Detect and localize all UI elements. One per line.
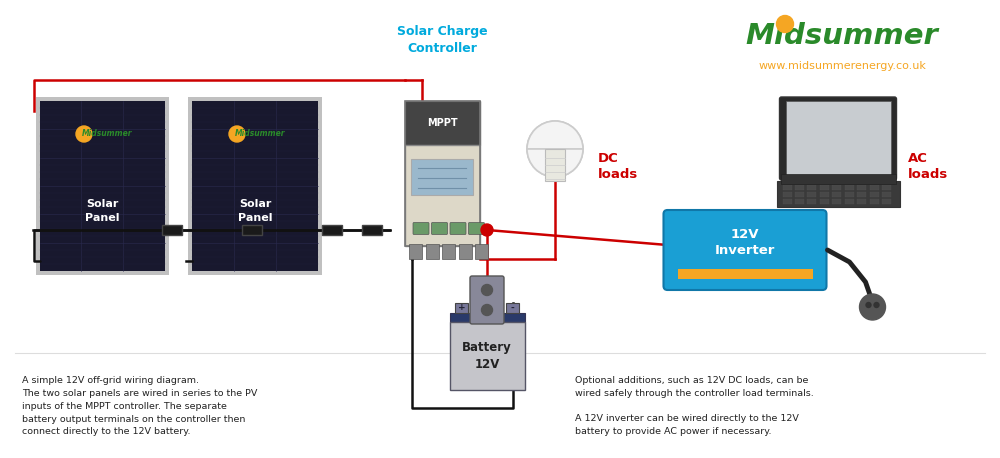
FancyBboxPatch shape — [820, 199, 829, 204]
FancyBboxPatch shape — [458, 245, 472, 258]
FancyBboxPatch shape — [781, 174, 896, 184]
FancyBboxPatch shape — [832, 199, 841, 204]
Text: DC
loads: DC loads — [598, 152, 638, 180]
Text: Optional additions, such as 12V DC loads, can be
wired safely through the contro: Optional additions, such as 12V DC loads… — [575, 376, 814, 398]
FancyBboxPatch shape — [870, 192, 879, 197]
FancyBboxPatch shape — [450, 313, 524, 322]
FancyBboxPatch shape — [506, 303, 519, 313]
FancyBboxPatch shape — [468, 223, 484, 234]
Text: Midsummer: Midsummer — [235, 130, 285, 138]
FancyBboxPatch shape — [845, 192, 854, 197]
FancyBboxPatch shape — [475, 245, 488, 258]
Text: +: + — [458, 304, 465, 312]
FancyBboxPatch shape — [882, 192, 892, 197]
FancyBboxPatch shape — [404, 100, 480, 145]
FancyBboxPatch shape — [795, 199, 804, 204]
FancyBboxPatch shape — [857, 199, 866, 204]
FancyBboxPatch shape — [431, 223, 447, 234]
Circle shape — [874, 302, 879, 307]
FancyBboxPatch shape — [857, 192, 866, 197]
FancyBboxPatch shape — [162, 225, 182, 235]
FancyBboxPatch shape — [404, 145, 480, 245]
FancyBboxPatch shape — [832, 185, 841, 190]
FancyBboxPatch shape — [795, 192, 804, 197]
FancyBboxPatch shape — [845, 185, 854, 190]
Text: Battery
12V: Battery 12V — [462, 341, 512, 371]
FancyBboxPatch shape — [411, 159, 473, 195]
FancyBboxPatch shape — [450, 322, 524, 390]
Text: 12V
Inverter: 12V Inverter — [715, 228, 775, 256]
Circle shape — [482, 284, 492, 295]
Text: Midsummer: Midsummer — [746, 22, 938, 50]
Wedge shape — [527, 149, 583, 177]
FancyBboxPatch shape — [807, 199, 816, 204]
FancyBboxPatch shape — [782, 192, 792, 197]
FancyBboxPatch shape — [782, 199, 792, 204]
Text: MPPT: MPPT — [427, 118, 457, 127]
FancyBboxPatch shape — [807, 192, 816, 197]
FancyBboxPatch shape — [786, 101, 891, 176]
Text: A simple 12V off-grid wiring diagram.
The two solar panels are wired in series t: A simple 12V off-grid wiring diagram. Th… — [22, 376, 257, 436]
FancyBboxPatch shape — [870, 185, 879, 190]
Text: -: - — [511, 304, 514, 312]
FancyBboxPatch shape — [807, 185, 816, 190]
FancyBboxPatch shape — [242, 225, 262, 235]
FancyBboxPatch shape — [664, 210, 826, 290]
FancyBboxPatch shape — [820, 185, 829, 190]
FancyBboxPatch shape — [882, 199, 892, 204]
Circle shape — [229, 126, 245, 142]
FancyBboxPatch shape — [36, 97, 168, 275]
FancyBboxPatch shape — [845, 199, 854, 204]
FancyBboxPatch shape — [545, 149, 565, 181]
FancyBboxPatch shape — [776, 181, 900, 207]
FancyBboxPatch shape — [832, 192, 841, 197]
FancyBboxPatch shape — [795, 185, 804, 190]
FancyBboxPatch shape — [820, 192, 829, 197]
Circle shape — [76, 126, 92, 142]
Circle shape — [776, 16, 794, 33]
Text: Solar
Panel: Solar Panel — [85, 199, 119, 223]
FancyBboxPatch shape — [782, 185, 792, 190]
FancyBboxPatch shape — [870, 199, 879, 204]
Text: Solar
Panel: Solar Panel — [238, 199, 272, 223]
FancyBboxPatch shape — [882, 185, 892, 190]
FancyBboxPatch shape — [678, 269, 812, 279]
FancyBboxPatch shape — [426, 245, 438, 258]
FancyBboxPatch shape — [322, 225, 342, 235]
FancyBboxPatch shape — [470, 276, 504, 324]
Text: AC
loads: AC loads — [908, 152, 948, 180]
Text: Midsummer: Midsummer — [82, 130, 132, 138]
FancyBboxPatch shape — [780, 97, 897, 180]
Circle shape — [866, 302, 871, 307]
Circle shape — [482, 305, 492, 316]
FancyBboxPatch shape — [192, 101, 318, 271]
FancyBboxPatch shape — [188, 97, 322, 275]
Text: www.midsummerenergy.co.uk: www.midsummerenergy.co.uk — [758, 61, 926, 71]
FancyBboxPatch shape — [413, 223, 429, 234]
FancyBboxPatch shape — [40, 101, 164, 271]
FancyBboxPatch shape — [454, 303, 468, 313]
Text: Solar Charge
Controller: Solar Charge Controller — [397, 26, 487, 55]
Circle shape — [481, 224, 493, 236]
Text: A 12V inverter can be wired directly to the 12V
battery to provide AC power if n: A 12V inverter can be wired directly to … — [575, 414, 799, 436]
FancyBboxPatch shape — [362, 225, 382, 235]
Wedge shape — [527, 121, 583, 149]
FancyBboxPatch shape — [409, 245, 422, 258]
FancyBboxPatch shape — [450, 223, 466, 234]
FancyBboxPatch shape — [442, 245, 455, 258]
Circle shape — [860, 294, 886, 320]
FancyBboxPatch shape — [857, 185, 866, 190]
